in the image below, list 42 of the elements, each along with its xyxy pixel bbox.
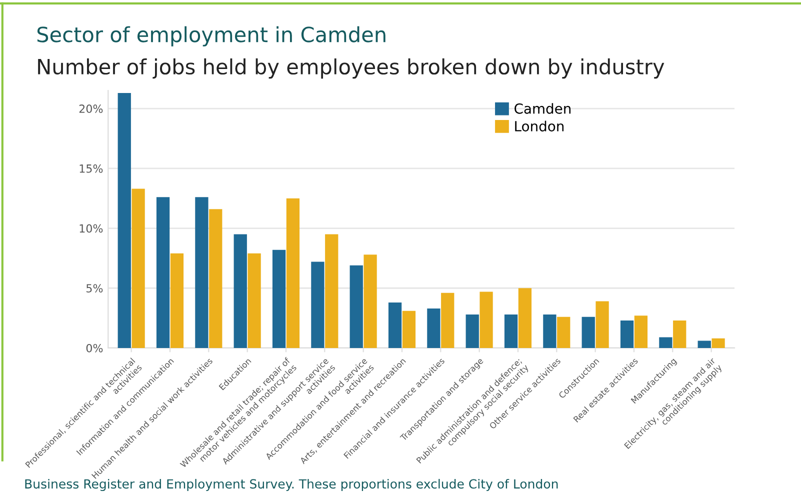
y-tick-label: 15% [80,164,103,173]
y-tick-label: 20% [79,104,103,113]
bar [441,292,454,348]
legend-label: Camden [514,103,571,114]
bar [325,234,338,348]
bar [620,320,634,348]
bar [170,253,184,348]
bar [673,320,686,348]
bar [466,314,479,348]
bar [364,254,377,348]
bar [402,310,416,348]
chart-subtitle: Number of jobs held by employees broken down by industry [38,58,664,79]
bar [209,209,222,348]
bar [557,316,570,348]
bar [388,302,402,348]
legend-label: London [515,120,564,132]
bar [582,316,595,348]
bar [712,338,725,348]
bar [272,250,286,348]
bar [156,197,170,348]
bar [634,316,648,348]
y-tick-label: 0% [86,344,103,352]
bar [195,197,208,348]
bar [118,92,131,348]
y-tick-label: 10% [80,224,103,233]
bar [248,253,261,348]
chart-title: Sector of employment in Camden [37,26,386,46]
text: Business Register and Employment Survey. These proportions exclude City of London [25,478,558,492]
bar [427,308,440,348]
bar [518,288,532,348]
bar [286,198,300,348]
bar [543,314,556,348]
y-tick-label: 5% [86,284,103,293]
bar [659,337,672,348]
bar [504,314,518,348]
bar [480,292,493,348]
bar [596,301,609,348]
bar [698,340,711,348]
bar [234,234,247,348]
bar [132,188,145,348]
bar [311,262,324,348]
bar [350,265,363,348]
